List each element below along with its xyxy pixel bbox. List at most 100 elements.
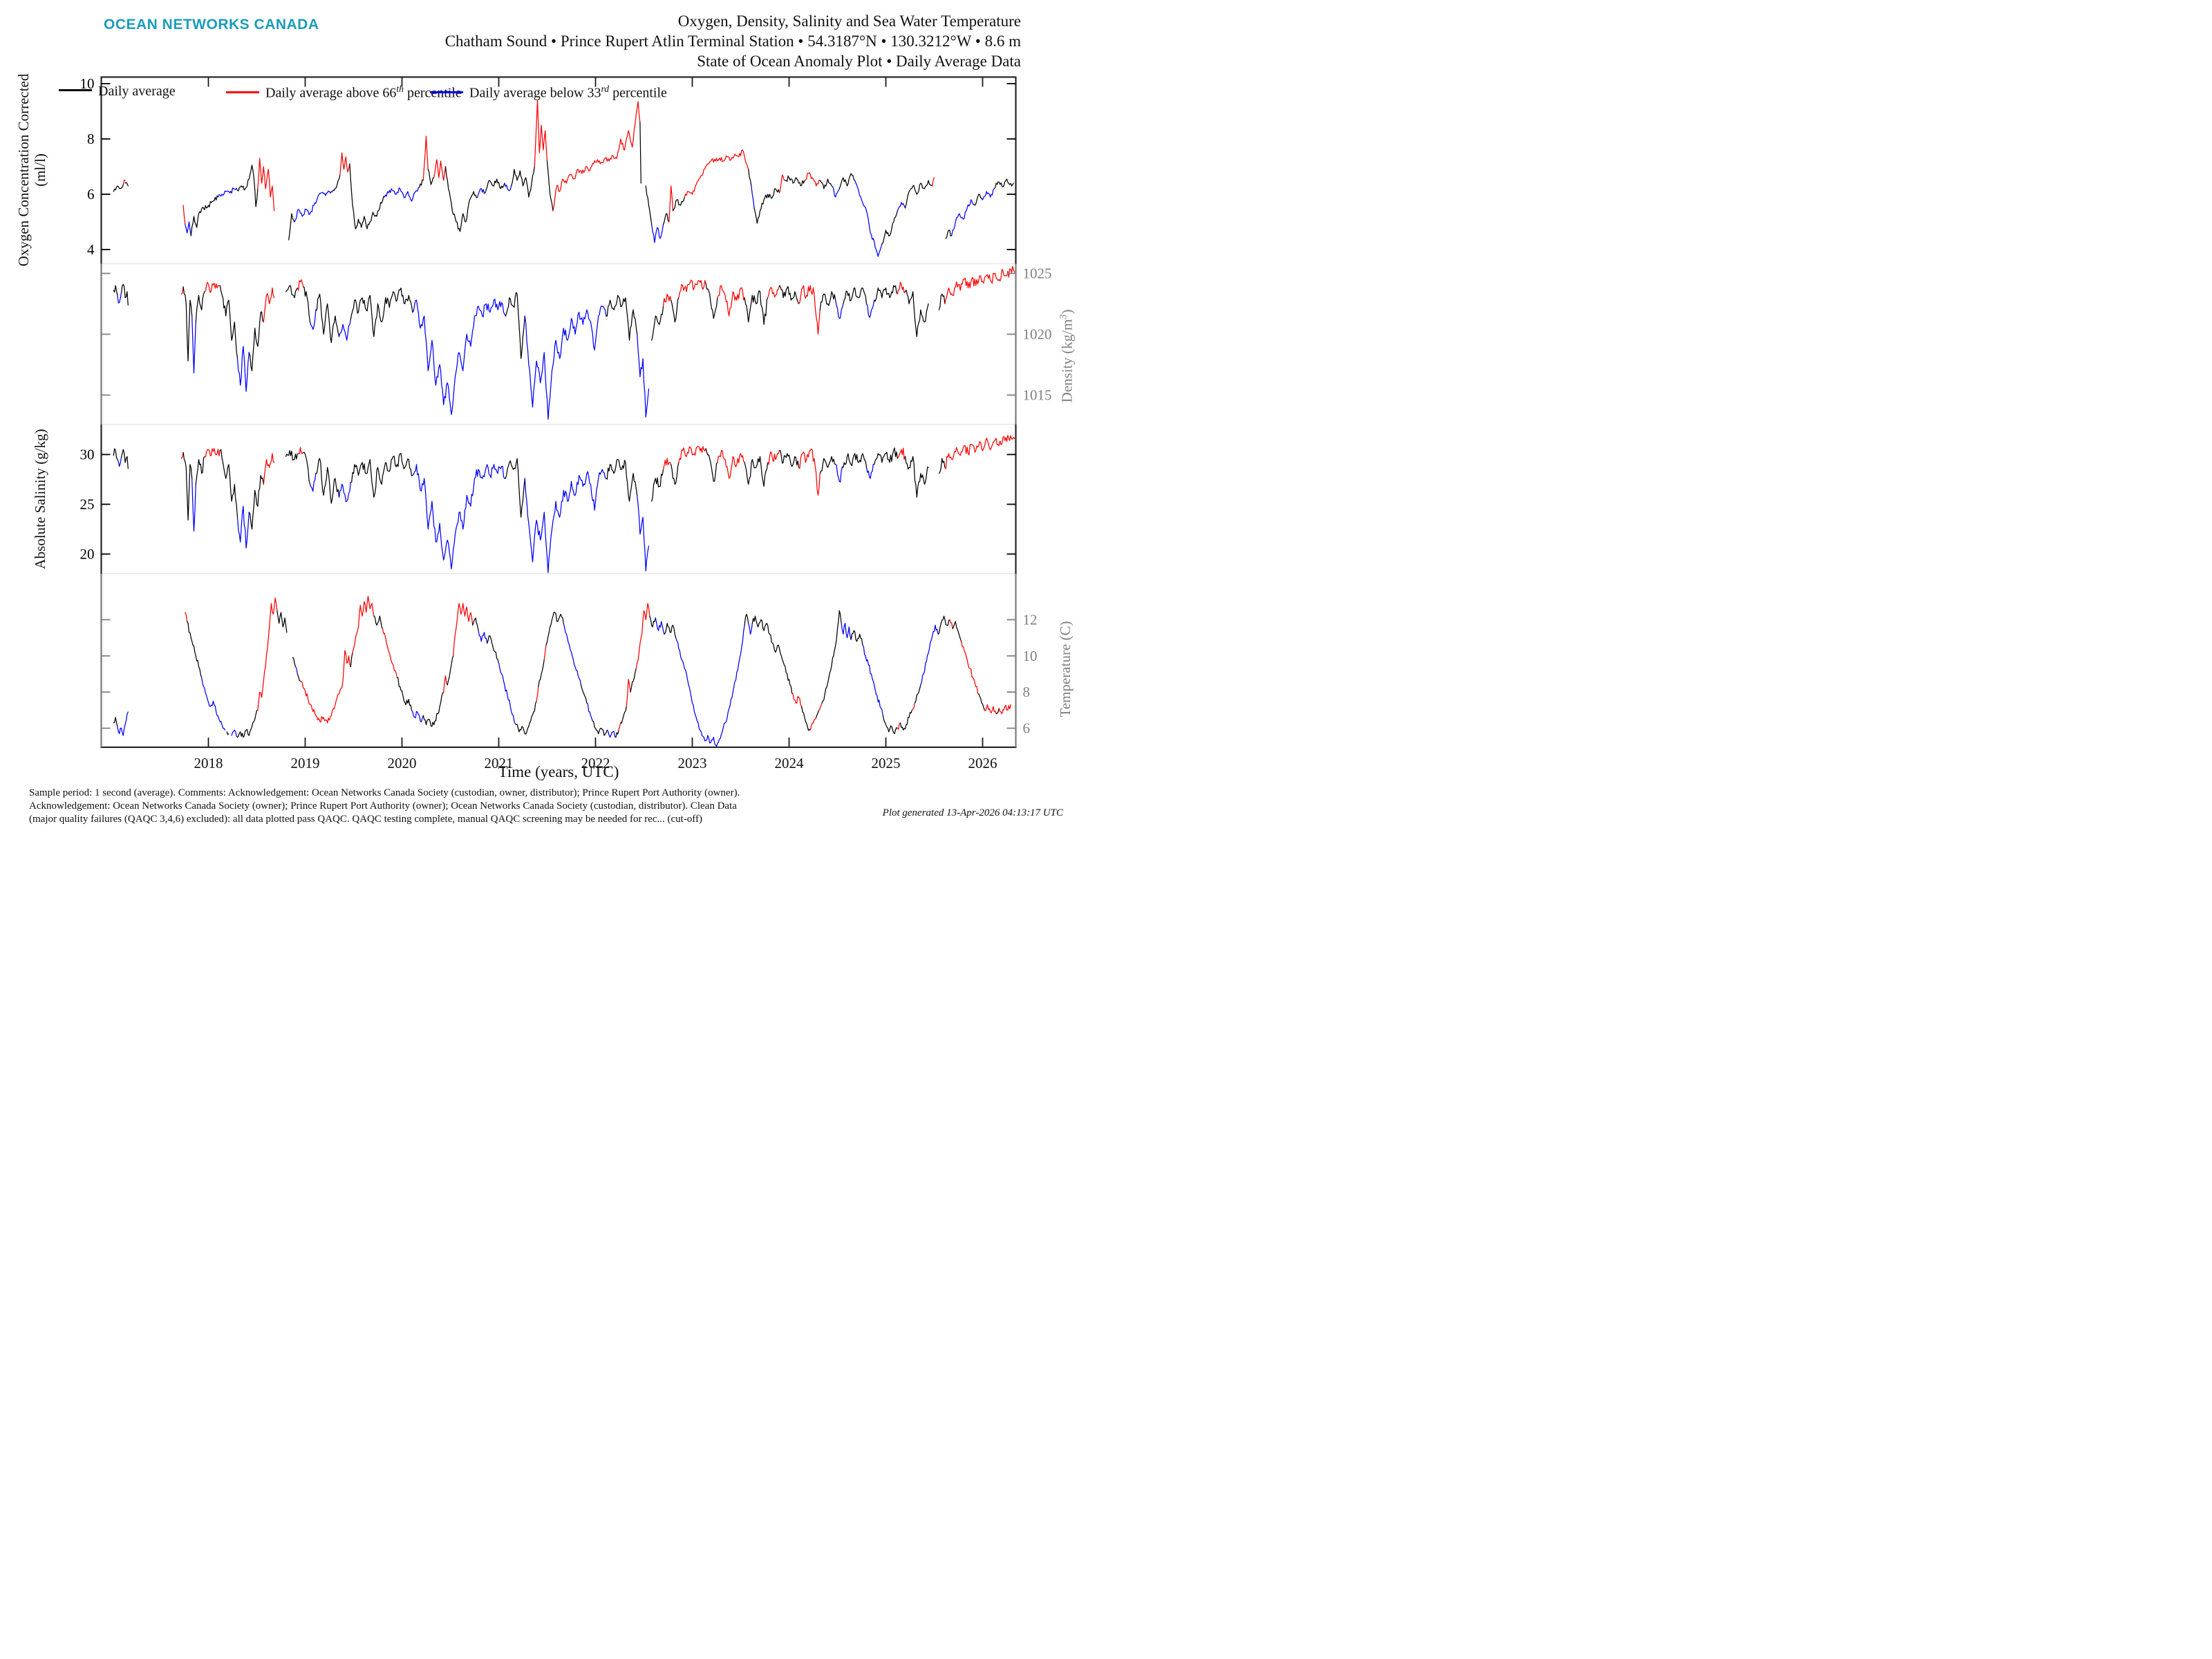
series-temperature-segment-r [185,612,188,622]
series-temperature-segment-k [580,684,588,704]
series-temperature-segment-k [592,720,608,736]
series-temperature-segment-k [744,613,749,626]
series-absolute_salinity-segment-k [938,458,946,474]
series-temperature-segment-b [117,711,129,736]
series-temperature-segment-k [664,623,677,639]
plot-title: Oxygen, Density, Salinity and Sea Water … [445,11,1021,71]
series-density-segment-k [904,289,929,337]
series-density-segment-b [524,306,607,420]
series-density-segment-k [874,285,898,302]
series-density-segment-r [263,287,275,323]
series-temperature-segment-k [620,706,627,724]
series-temperature-segment-k [297,673,301,682]
series-oxygen_concentration_corrected-segment-k [419,179,424,188]
series-temperature-segment-b [294,666,298,675]
series-oxygen_concentration_corrected-segment-b [477,188,486,198]
y-tick-label: 30 [80,447,95,463]
x-tick-label: 2024 [775,755,805,771]
series-oxygen_concentration_corrected-segment-r [257,158,275,212]
x-tick-label: 2018 [194,755,223,771]
series-temperature-segment-r [382,628,398,678]
series-oxygen_concentration_corrected-segment-b [854,180,883,257]
series-temperature-segment-r [635,603,650,669]
footer-line-3: (major quality failures (QAQC 3,4,6) exc… [29,814,703,825]
y-tick-label: 8 [87,131,95,147]
series-oxygen_concentration_corrected-segment-k [753,188,780,224]
series-absolute_salinity-segment-k [671,462,679,485]
y-tick-label: 4 [87,241,95,258]
title-line-3: State of Ocean Anomaly Plot • Daily Aver… [697,53,1021,70]
legend-label: Daily average below 33 [469,85,601,101]
series-temperature-segment-k [816,709,820,718]
series-temperature-segment-k [187,621,203,678]
series-oxygen_concentration_corrected-segment-k [546,160,554,212]
series-oxygen_concentration_corrected-segment-k [748,169,752,187]
series-oxygen_concentration_corrected-segment-r [339,152,350,176]
series-temperature-segment-r [257,597,278,711]
y-tick-label: 1020 [1023,326,1052,343]
series-density-segment-r [297,279,304,291]
series-absolute_salinity-segment-k [744,456,769,487]
series-absolute_salinity-segment-k [606,459,638,502]
series-absolute_salinity-segment-k [303,451,311,485]
series-density-segment-r [944,265,1015,305]
legend-label: Daily average above 66 [265,85,397,101]
series-density-segment-k [819,291,836,310]
series-density-segment-k [671,297,679,323]
series-absolute_salinity-segment-r [263,453,275,485]
series-oxygen_concentration_corrected-segment-k [881,210,898,245]
series-density-segment-b [309,309,317,330]
series-temperature-segment-r [536,686,539,702]
series-oxygen_concentration_corrected-segment-b [751,185,755,209]
series-density-segment-k [285,285,298,299]
y-tick-label: 25 [80,496,95,513]
series-temperature-segment-k [937,615,950,635]
series-temperature-segment-k [630,668,637,693]
series-temperature-segment-r [443,675,448,693]
series-absolute_salinity-segment-r [297,447,304,455]
y-tick-label: 6 [1023,720,1031,737]
series-density-segment-b [117,292,122,303]
series-oxygen_concentration_corrected-segment-b [897,202,906,212]
series-temperature-segment-b [606,729,617,738]
series-absolute_salinity-segment-b [191,478,196,532]
legend-item-above-66th: Daily average above 66th percentile [226,84,462,102]
series-oxygen_concentration_corrected-segment-b [982,188,995,200]
series-oxygen_concentration_corrected-segment-b [651,224,664,243]
series-density-segment-k [744,290,769,326]
series-oxygen_concentration_corrected-segment-b [504,182,512,191]
series-temperature-segment-b [675,624,745,747]
series-absolute_salinity-segment-k [315,458,340,504]
series-oxygen_concentration_corrected-segment-k [113,184,124,192]
series-density-segment-b [338,319,351,341]
y-tick-label: 12 [1023,612,1038,628]
series-absolute_salinity-segment-k [904,456,929,498]
series-temperature-segment-r [792,693,803,707]
series-temperature-segment-b [231,729,238,738]
series-oxygen_concentration_corrected-segment-b [384,187,420,202]
series-absolute_salinity-segment-k [843,453,868,468]
series-oxygen_concentration_corrected-segment-k [838,173,856,189]
y-tick-label: 10 [1023,648,1038,664]
series-density-segment-k [505,292,525,359]
series-oxygen_concentration_corrected-segment-k [485,178,505,194]
legend-blue-line-swatch [430,91,463,93]
x-tick-label: 2023 [678,755,707,771]
series-absolute_salinity-segment-b [309,473,317,492]
series-density-segment-r [180,286,184,295]
series-oxygen_concentration_corrected-segment-k [349,163,385,229]
series-oxygen_concentration_corrected-segment-r [182,205,186,225]
series-absolute_salinity-segment-b [236,505,250,549]
plot-box [100,76,1017,749]
series-oxygen_concentration_corrected-segment-r [932,177,935,187]
series-temperature-segment-k [538,659,545,687]
series-temperature-segment-r [618,722,621,731]
series-absolute_salinity-segment-k [248,475,264,530]
footer-line-1: Sample period: 1 second (average). Comme… [29,787,740,798]
series-density-segment-k [651,306,664,341]
x-tick-label: 2021 [485,755,514,771]
series-temperature-segment-k [995,708,1000,715]
series-temperature-segment-r [998,704,1011,715]
series-oxygen_concentration_corrected-segment-k [427,169,435,185]
series-density-segment-b [865,299,875,318]
